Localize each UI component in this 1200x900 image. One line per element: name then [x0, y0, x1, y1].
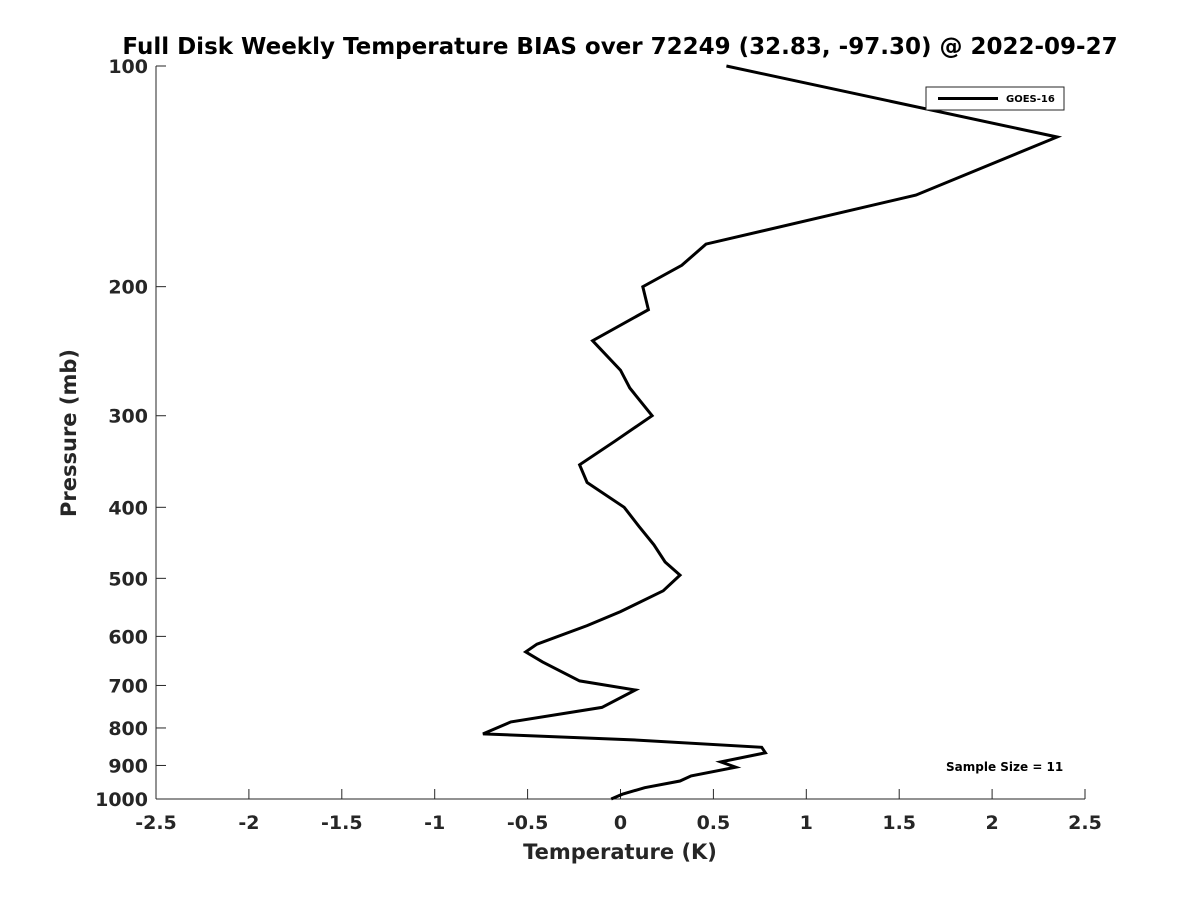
- y-tick-label: 700: [108, 675, 148, 697]
- y-tick-label: 900: [108, 755, 148, 777]
- legend: GOES-16: [925, 86, 1065, 111]
- y-tick-label: 400: [108, 497, 148, 519]
- y-tick-label: 800: [108, 718, 148, 740]
- x-tick-label: 0.5: [697, 812, 731, 834]
- y-tick-label: 600: [108, 626, 148, 648]
- x-tick-label: 1.5: [882, 812, 916, 834]
- x-tick-label: -0.5: [507, 812, 549, 834]
- y-tick-label: 500: [108, 568, 148, 590]
- y-tick-label: 200: [108, 277, 148, 299]
- x-axis-label: Temperature (K): [523, 840, 717, 864]
- series-line-goes-16: [482, 64, 1063, 801]
- x-tick-label: 2: [985, 812, 998, 834]
- x-tick-label: 1: [800, 812, 813, 834]
- legend-label-goes-16: GOES-16: [1006, 94, 1055, 105]
- y-axis-label: Pressure (mb): [57, 349, 81, 517]
- y-tick-label: 1000: [95, 789, 148, 811]
- x-tick-label: -1: [424, 812, 445, 834]
- x-tick-label: -2.5: [135, 812, 177, 834]
- x-tick-label: 0: [614, 812, 627, 834]
- x-tick-label: -2: [238, 812, 259, 834]
- chart-title: Full Disk Weekly Temperature BIAS over 7…: [122, 34, 1117, 60]
- y-tick-label: 300: [108, 406, 148, 428]
- x-tick-label: -1.5: [321, 812, 363, 834]
- sample-size-annotation: Sample Size = 11: [946, 760, 1063, 774]
- y-tick-label: 100: [108, 56, 148, 78]
- x-tick-label: 2.5: [1068, 812, 1102, 834]
- plot-area: -2.5 -2 -1.5 -1 -0.5 0 0.5 1 1.5 2 2.5 100 200 300 400…: [95, 56, 1102, 834]
